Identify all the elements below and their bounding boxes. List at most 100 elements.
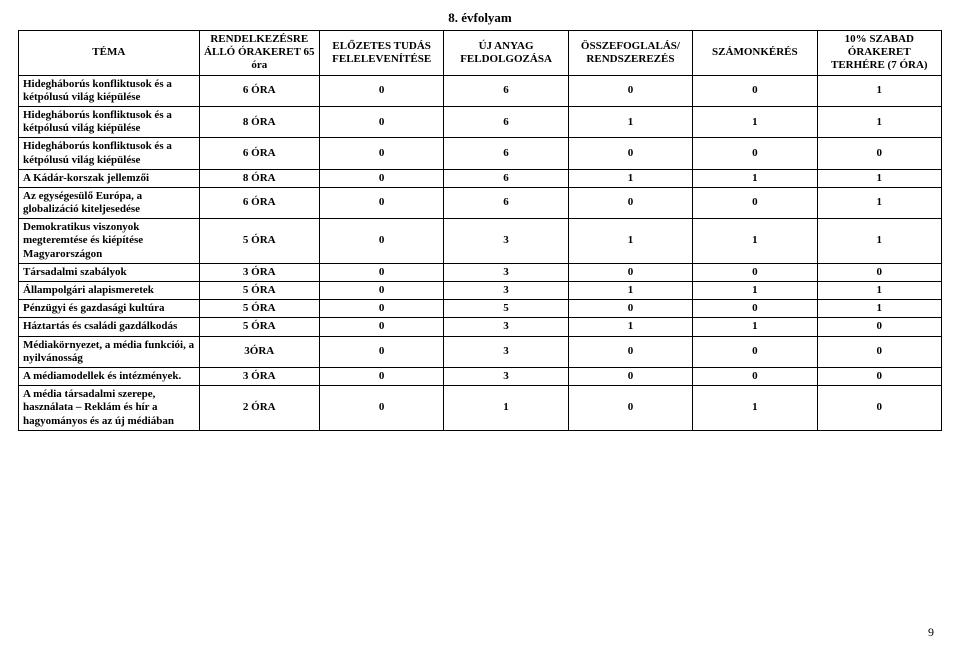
cell-value: 0 bbox=[319, 169, 443, 187]
cell-value: 6 bbox=[444, 106, 568, 137]
col-header: ELŐZETES TUDÁS FELELEVENÍTÉSE bbox=[319, 31, 443, 76]
cell-value: 0 bbox=[693, 300, 817, 318]
col-header: 10% SZABAD ÓRAKERET TERHÉRE (7 ÓRA) bbox=[817, 31, 941, 76]
table-row: A Kádár-korszak jellemzői 8 ÓRA 0 6 1 1 … bbox=[19, 169, 942, 187]
cell-value: 0 bbox=[568, 367, 692, 385]
cell-value: 0 bbox=[319, 336, 443, 367]
cell-value: 0 bbox=[693, 336, 817, 367]
cell-value: 0 bbox=[817, 318, 941, 336]
cell-hours: 5 ÓRA bbox=[199, 282, 319, 300]
cell-hours: 5 ÓRA bbox=[199, 219, 319, 264]
cell-value: 1 bbox=[444, 386, 568, 431]
cell-hours: 2 ÓRA bbox=[199, 386, 319, 431]
cell-value: 0 bbox=[817, 138, 941, 169]
page-number: 9 bbox=[928, 625, 934, 640]
cell-hours: 3 ÓRA bbox=[199, 263, 319, 281]
cell-hours: 6 ÓRA bbox=[199, 138, 319, 169]
cell-hours: 3ÓRA bbox=[199, 336, 319, 367]
page: 8. évfolyam TÉMA RENDELKEZÉSRE ÁLLÓ ÓRAK… bbox=[0, 0, 960, 654]
cell-value: 1 bbox=[693, 318, 817, 336]
cell-topic: Hidegháborús konfliktusok és a kétpólusú… bbox=[19, 106, 200, 137]
cell-value: 0 bbox=[319, 75, 443, 106]
cell-value: 3 bbox=[444, 219, 568, 264]
cell-hours: 5 ÓRA bbox=[199, 300, 319, 318]
table-header: TÉMA RENDELKEZÉSRE ÁLLÓ ÓRAKERET 65 óra … bbox=[19, 31, 942, 76]
cell-value: 0 bbox=[319, 106, 443, 137]
table-body: Hidegháborús konfliktusok és a kétpólusú… bbox=[19, 75, 942, 430]
cell-value: 0 bbox=[568, 263, 692, 281]
cell-value: 3 bbox=[444, 282, 568, 300]
table-row: Hidegháborús konfliktusok és a kétpólusú… bbox=[19, 138, 942, 169]
table-row: A média társadalmi szerepe, használata –… bbox=[19, 386, 942, 431]
cell-value: 1 bbox=[817, 219, 941, 264]
table-row: Állampolgári alapismeretek 5 ÓRA 0 3 1 1… bbox=[19, 282, 942, 300]
table-row: Hidegháborús konfliktusok és a kétpólusú… bbox=[19, 75, 942, 106]
cell-value: 0 bbox=[693, 367, 817, 385]
cell-value: 0 bbox=[568, 75, 692, 106]
cell-value: 0 bbox=[568, 386, 692, 431]
cell-value: 0 bbox=[319, 263, 443, 281]
cell-value: 0 bbox=[319, 282, 443, 300]
cell-value: 0 bbox=[568, 336, 692, 367]
cell-topic: Médiakörnyezet, a média funkciói, a nyil… bbox=[19, 336, 200, 367]
table-title: 8. évfolyam bbox=[18, 10, 942, 26]
cell-value: 0 bbox=[817, 336, 941, 367]
cell-value: 0 bbox=[817, 386, 941, 431]
cell-value: 3 bbox=[444, 263, 568, 281]
cell-value: 0 bbox=[693, 263, 817, 281]
cell-topic: A média társadalmi szerepe, használata –… bbox=[19, 386, 200, 431]
cell-value: 3 bbox=[444, 318, 568, 336]
cell-value: 1 bbox=[693, 219, 817, 264]
cell-hours: 8 ÓRA bbox=[199, 106, 319, 137]
cell-topic: Háztartás és családi gazdálkodás bbox=[19, 318, 200, 336]
cell-value: 6 bbox=[444, 138, 568, 169]
cell-value: 0 bbox=[568, 187, 692, 218]
cell-value: 1 bbox=[817, 169, 941, 187]
cell-value: 0 bbox=[817, 263, 941, 281]
col-header: RENDELKEZÉSRE ÁLLÓ ÓRAKERET 65 óra bbox=[199, 31, 319, 76]
cell-value: 6 bbox=[444, 75, 568, 106]
cell-value: 0 bbox=[319, 187, 443, 218]
cell-topic: A médiamodellek és intézmények. bbox=[19, 367, 200, 385]
table-row: Társadalmi szabályok 3 ÓRA 0 3 0 0 0 bbox=[19, 263, 942, 281]
cell-value: 0 bbox=[817, 367, 941, 385]
cell-value: 0 bbox=[693, 187, 817, 218]
cell-value: 1 bbox=[817, 187, 941, 218]
cell-value: 1 bbox=[817, 75, 941, 106]
cell-value: 1 bbox=[817, 282, 941, 300]
cell-value: 0 bbox=[319, 386, 443, 431]
col-header: SZÁMONKÉRÉS bbox=[693, 31, 817, 76]
cell-value: 0 bbox=[319, 318, 443, 336]
cell-value: 0 bbox=[319, 219, 443, 264]
cell-hours: 6 ÓRA bbox=[199, 75, 319, 106]
cell-value: 0 bbox=[693, 75, 817, 106]
table-row: A médiamodellek és intézmények. 3 ÓRA 0 … bbox=[19, 367, 942, 385]
cell-hours: 6 ÓRA bbox=[199, 187, 319, 218]
cell-value: 0 bbox=[319, 367, 443, 385]
cell-value: 1 bbox=[817, 106, 941, 137]
cell-value: 0 bbox=[319, 300, 443, 318]
cell-topic: Hidegháborús konfliktusok és a kétpólusú… bbox=[19, 138, 200, 169]
cell-value: 5 bbox=[444, 300, 568, 318]
cell-value: 6 bbox=[444, 187, 568, 218]
table-row: Pénzügyi és gazdasági kultúra 5 ÓRA 0 5 … bbox=[19, 300, 942, 318]
cell-hours: 5 ÓRA bbox=[199, 318, 319, 336]
cell-topic: Demokratikus viszonyok megteremtése és k… bbox=[19, 219, 200, 264]
cell-value: 1 bbox=[693, 106, 817, 137]
cell-topic: Társadalmi szabályok bbox=[19, 263, 200, 281]
cell-hours: 3 ÓRA bbox=[199, 367, 319, 385]
cell-value: 1 bbox=[568, 318, 692, 336]
table-row: Az egységesülő Európa, a globalizáció ki… bbox=[19, 187, 942, 218]
cell-value: 1 bbox=[568, 282, 692, 300]
table-row: Háztartás és családi gazdálkodás 5 ÓRA 0… bbox=[19, 318, 942, 336]
cell-value: 1 bbox=[817, 300, 941, 318]
cell-value: 1 bbox=[568, 219, 692, 264]
curriculum-table: TÉMA RENDELKEZÉSRE ÁLLÓ ÓRAKERET 65 óra … bbox=[18, 30, 942, 431]
cell-value: 0 bbox=[568, 138, 692, 169]
cell-value: 1 bbox=[693, 386, 817, 431]
cell-value: 1 bbox=[693, 169, 817, 187]
cell-topic: Állampolgári alapismeretek bbox=[19, 282, 200, 300]
table-row: Hidegháborús konfliktusok és a kétpólusú… bbox=[19, 106, 942, 137]
cell-value: 1 bbox=[568, 106, 692, 137]
cell-topic: Pénzügyi és gazdasági kultúra bbox=[19, 300, 200, 318]
